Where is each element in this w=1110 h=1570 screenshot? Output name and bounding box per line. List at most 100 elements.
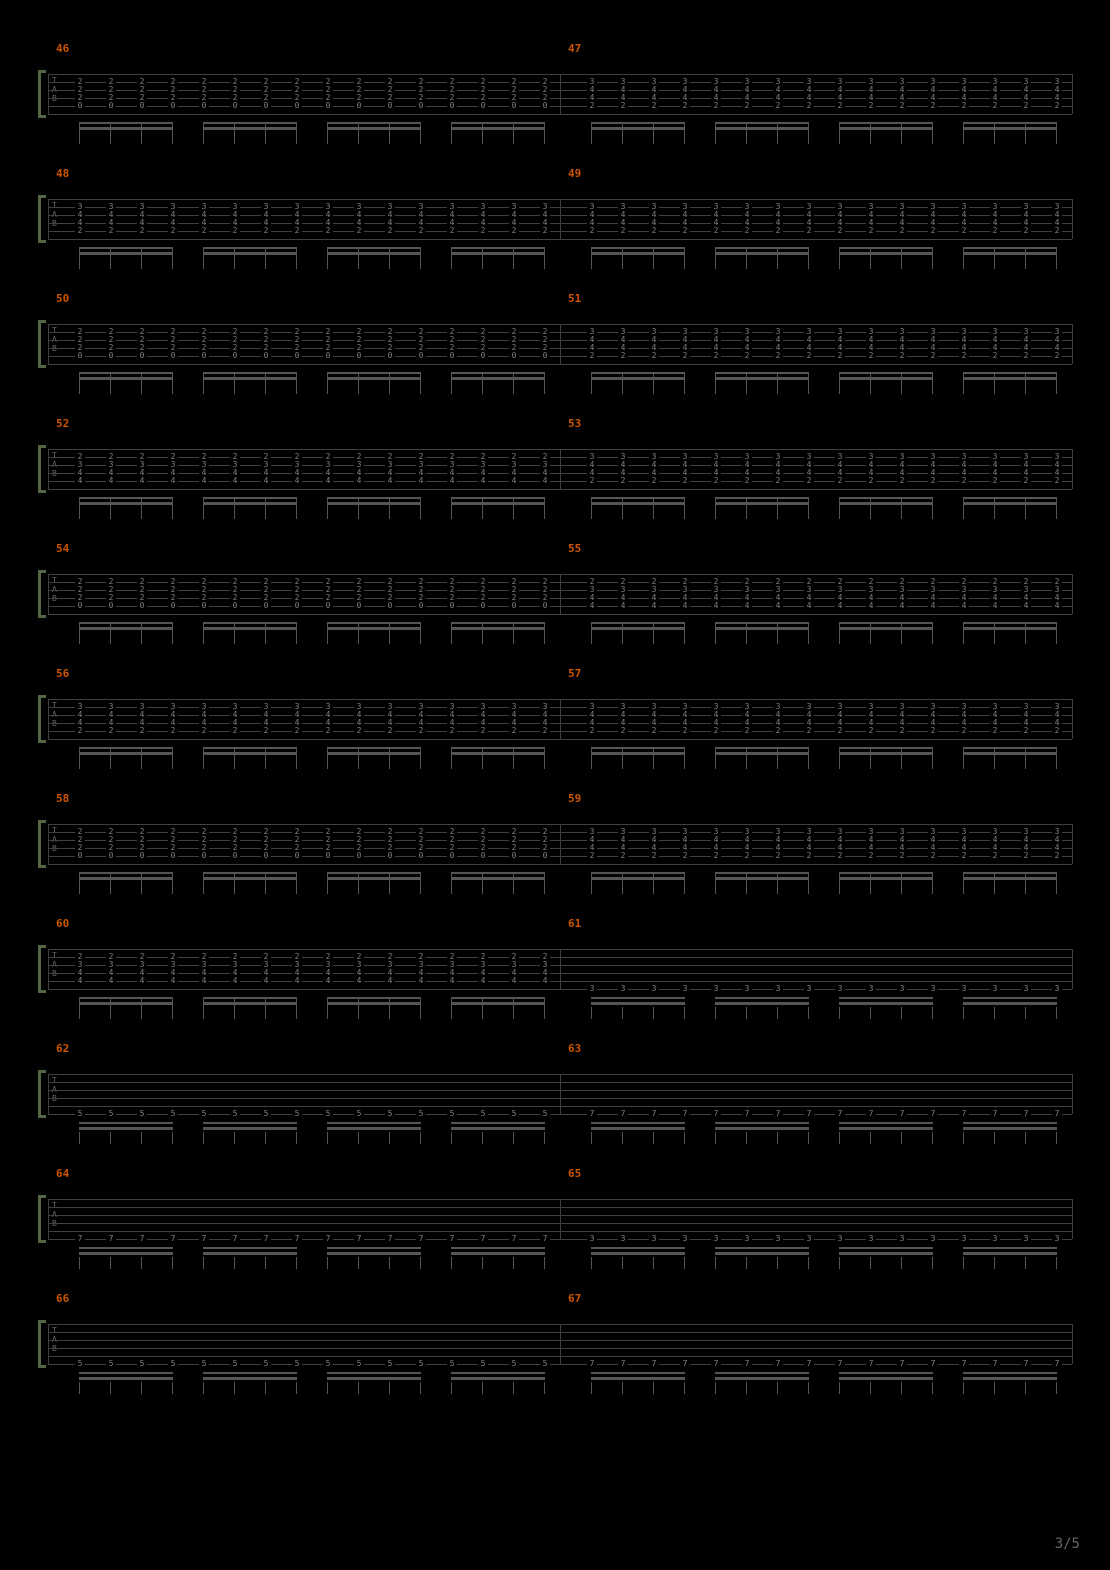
fret-number: 7 (385, 1235, 395, 1243)
fret-number: 3 (587, 1235, 597, 1243)
beam (963, 502, 1057, 505)
bar-number: 56 (56, 667, 69, 680)
note-stem (141, 1382, 142, 1394)
fret-number: 2 (866, 102, 876, 110)
beam (203, 1247, 297, 1249)
fret-number: 7 (509, 1235, 519, 1243)
fret-number: 2 (680, 727, 690, 735)
note-stem (777, 1382, 778, 1394)
bar-number: 63 (568, 1042, 581, 1055)
note-stem (234, 1382, 235, 1394)
fret-number: 2 (509, 727, 519, 735)
note-stem (653, 1132, 654, 1144)
fret-number: 3 (866, 985, 876, 993)
beam (839, 752, 933, 755)
note-stem (513, 1382, 514, 1394)
beam (327, 877, 421, 880)
note-stem (994, 1382, 995, 1394)
bar-number: 60 (56, 917, 69, 930)
note-stem (1025, 1257, 1026, 1269)
fret-number: 2 (897, 727, 907, 735)
fret-number: 2 (773, 102, 783, 110)
fret-number: 7 (1021, 1110, 1031, 1118)
fret-number: 7 (292, 1235, 302, 1243)
note-stem (141, 1257, 142, 1269)
beam (79, 747, 173, 749)
note-stem (684, 1382, 685, 1394)
beam (591, 377, 685, 380)
beam (715, 247, 809, 249)
fret-number: 3 (897, 1235, 907, 1243)
fret-number: 2 (742, 352, 752, 360)
fret-number: 2 (742, 227, 752, 235)
fret-number: 7 (137, 1235, 147, 1243)
beam (963, 1247, 1057, 1249)
fret-number: 0 (230, 852, 240, 860)
tab-system: 6263TAB55555555555555557777777777777777 (38, 1060, 1072, 1155)
beam (79, 127, 173, 130)
beam (591, 1127, 685, 1130)
beam (839, 877, 933, 880)
bar-number: 57 (568, 667, 581, 680)
note-stem (389, 1132, 390, 1144)
note-stem (932, 1132, 933, 1144)
fret-number: 5 (385, 1360, 395, 1368)
beam (327, 627, 421, 630)
fret-number: 2 (897, 102, 907, 110)
beam (963, 377, 1057, 380)
note-stem (746, 1132, 747, 1144)
fret-number: 2 (323, 727, 333, 735)
beam (715, 1122, 809, 1124)
note-stem (420, 1257, 421, 1269)
bar-number: 64 (56, 1167, 69, 1180)
beam (715, 752, 809, 755)
beam (839, 122, 933, 124)
beam (79, 877, 173, 880)
note-stem (141, 1132, 142, 1144)
fret-number: 0 (75, 852, 85, 860)
note-stem (1025, 1132, 1026, 1144)
fret-number: 0 (447, 852, 457, 860)
beam (963, 252, 1057, 255)
fret-number: 7 (680, 1110, 690, 1118)
fret-number: 3 (1021, 985, 1031, 993)
beam (963, 747, 1057, 749)
fret-number: 2 (587, 477, 597, 485)
beam (839, 247, 933, 249)
fret-number: 2 (742, 102, 752, 110)
note-stem (172, 1257, 173, 1269)
fret-number: 2 (230, 727, 240, 735)
fret-number: 0 (137, 602, 147, 610)
note-stem (482, 1132, 483, 1144)
beam (451, 627, 545, 630)
fret-number: 0 (385, 852, 395, 860)
fret-number: 2 (928, 352, 938, 360)
note-stem (808, 1257, 809, 1269)
beam (79, 1002, 173, 1005)
fret-number: 5 (75, 1110, 85, 1118)
tab-system: 5859TAB222022202220222022202220222022202… (38, 810, 1072, 905)
fret-number: 7 (742, 1360, 752, 1368)
fret-number: 2 (137, 227, 147, 235)
fret-number: 2 (711, 727, 721, 735)
fret-number: 2 (323, 227, 333, 235)
fret-number: 4 (261, 477, 271, 485)
fret-number: 7 (742, 1110, 752, 1118)
tab-system: 5455TAB222022202220222022202220222022202… (38, 560, 1072, 655)
fret-number: 2 (680, 102, 690, 110)
fret-number: 5 (509, 1110, 519, 1118)
fret-number: 2 (478, 227, 488, 235)
beam (839, 1377, 933, 1380)
beam (591, 252, 685, 255)
fret-number: 4 (928, 602, 938, 610)
fret-number: 3 (835, 985, 845, 993)
fret-number: 7 (773, 1360, 783, 1368)
system-bracket (38, 70, 46, 118)
fret-number: 3 (990, 985, 1000, 993)
fret-number: 5 (261, 1110, 271, 1118)
note-stem (591, 1257, 592, 1269)
fret-number: 2 (990, 102, 1000, 110)
fret-number: 4 (680, 602, 690, 610)
fret-number: 5 (199, 1110, 209, 1118)
beam (715, 127, 809, 130)
